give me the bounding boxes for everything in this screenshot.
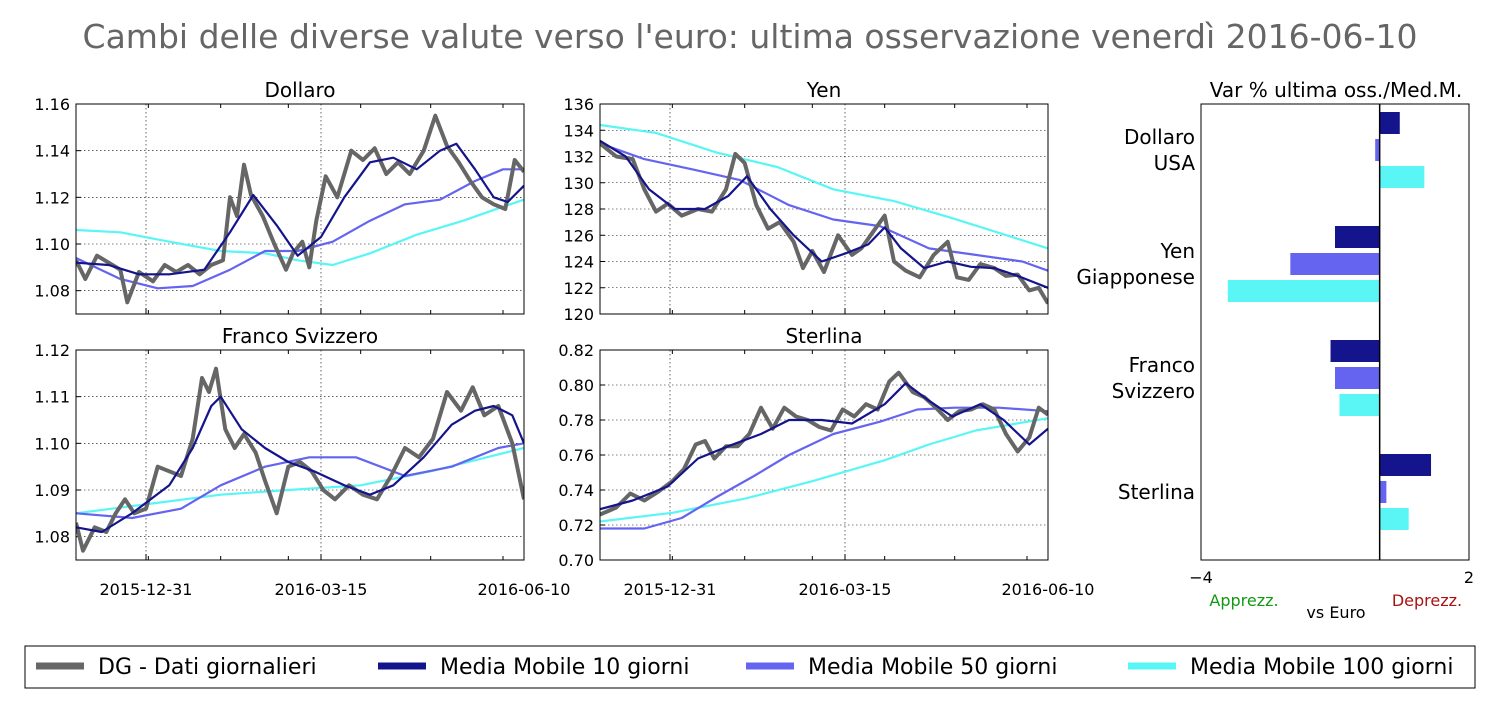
bar-mm100 <box>1339 394 1380 416</box>
bar-mm50 <box>1335 367 1380 389</box>
plot-frame <box>75 103 525 315</box>
series-line-mm50 <box>600 142 1048 272</box>
y-tick-label: 1.12 <box>34 341 70 360</box>
y-tick-label: 0.78 <box>558 411 594 430</box>
category-label: Sterlina <box>1118 480 1195 504</box>
series-line-dg <box>600 370 1048 517</box>
legend-label: Media Mobile 10 giorni <box>440 655 689 680</box>
bar-mm10 <box>1330 340 1380 362</box>
y-tick-label: 1.10 <box>34 434 70 453</box>
x-tick-label: 2016-06-10 <box>478 580 571 599</box>
x-axis-label: vs Euro <box>1306 603 1365 622</box>
y-tick-label: 1.16 <box>34 95 70 114</box>
legend-label: Media Mobile 100 giorni <box>1190 655 1453 680</box>
y-tick-label: 130 <box>563 174 594 193</box>
bar-mm10 <box>1379 112 1400 134</box>
y-tick-label: 1.09 <box>34 481 70 500</box>
panel-dollaro: Dollaro 1.08 1.10 1.12 1.14 1.16 <box>34 78 525 315</box>
series-line-mm50 <box>600 406 1048 530</box>
series-group <box>76 366 524 553</box>
series-line-dg <box>76 366 524 553</box>
panel-title: Var % ultima oss./Med.M. <box>1210 78 1462 102</box>
plot-frame <box>599 103 1049 315</box>
bar-mm10 <box>1335 226 1380 248</box>
legend-label: Media Mobile 50 giorni <box>808 655 1057 680</box>
y-tick-label: 1.08 <box>34 528 70 547</box>
x-tick-label: 2016-06-10 <box>1002 580 1095 599</box>
y-tick-label: 0.80 <box>558 376 594 395</box>
y-tick-label: 1.12 <box>34 188 70 207</box>
panel-sterlina: Sterlina 0.70 0.72 0.74 0.76 0.78 0.80 0.82 2015… <box>558 324 1094 599</box>
plot-frame <box>1200 103 1470 561</box>
series-line-mm10 <box>600 139 1048 289</box>
panel-yen: Yen 120 122 124 126 128 130 132 134 136 <box>563 78 1049 324</box>
legend: DG - Dati giornalieri Media Mobile 10 gio… <box>24 645 1476 689</box>
y-tick-label: 120 <box>563 305 594 324</box>
y-tick-label: 122 <box>563 279 594 298</box>
y-tick-label: 1.11 <box>34 388 70 407</box>
series-group <box>600 370 1048 530</box>
right-note: Deprezz. <box>1392 591 1462 610</box>
y-tick-label: 1.10 <box>34 235 70 254</box>
y-tick-label: 0.82 <box>558 341 594 360</box>
category-label: Franco <box>1129 353 1195 377</box>
panel-title: Sterlina <box>785 324 862 348</box>
y-tick-label: 0.72 <box>558 516 594 535</box>
plot-frame <box>599 349 1049 561</box>
series-line-mm10 <box>76 142 524 276</box>
y-tick-label: 0.74 <box>558 481 594 500</box>
category-label: Svizzero <box>1112 379 1195 403</box>
panel-title: Dollaro <box>264 78 335 102</box>
x-tick-label: 2015-12-31 <box>624 580 717 599</box>
category-label: USA <box>1154 151 1196 175</box>
series-group <box>600 123 1048 305</box>
series-group <box>76 113 524 305</box>
plot-frame <box>75 349 525 561</box>
x-tick-label: 2016-03-15 <box>799 580 892 599</box>
series-line-mm100 <box>76 446 524 515</box>
y-tick-label: 136 <box>563 95 594 114</box>
left-note: Apprezz. <box>1209 591 1278 610</box>
panels: Dollaro 1.08 1.10 1.12 1.14 1.16 Yen 120 122 124 1… <box>34 78 1474 622</box>
bar-mm100 <box>1227 280 1380 302</box>
series-line-mm100 <box>600 123 1048 250</box>
y-tick-label: 1.14 <box>34 142 70 161</box>
bar-mm50 <box>1379 481 1387 503</box>
y-tick-label: 1.08 <box>34 282 70 301</box>
bar-mm100 <box>1379 508 1409 530</box>
bar-mm10 <box>1379 454 1432 476</box>
panel-title: Yen <box>806 78 842 102</box>
y-tick-label: 0.70 <box>558 551 594 570</box>
category-label: Dollaro <box>1124 125 1195 149</box>
bar-mm100 <box>1379 166 1425 188</box>
y-tick-label: 132 <box>563 148 594 167</box>
bar-mm50 <box>1375 139 1380 161</box>
panel-franco: Franco Svizzero 1.08 1.09 1.10 1.11 1.12 2015-… <box>34 324 570 599</box>
series-line-mm10 <box>600 382 1048 511</box>
category-label: Yen <box>1159 239 1195 263</box>
x-tick-label: −4 <box>1189 568 1213 587</box>
series-line-mm100 <box>600 417 1048 523</box>
y-tick-label: 0.76 <box>558 446 594 465</box>
legend-label: DG - Dati giornalieri <box>98 655 317 680</box>
series-line-mm100 <box>76 198 524 267</box>
series-line-dg <box>600 141 1048 305</box>
y-tick-label: 126 <box>563 226 594 245</box>
figure-title: Cambi delle diverse valute verso l'euro:… <box>83 17 1418 56</box>
x-tick-label: 2015-12-31 <box>100 580 193 599</box>
x-tick-label: 2 <box>1464 568 1474 587</box>
y-tick-label: 134 <box>563 121 594 140</box>
bar-mm50 <box>1290 253 1380 275</box>
series-line-mm50 <box>76 168 524 290</box>
series-line-mm50 <box>76 442 524 520</box>
series-line-mm10 <box>76 395 524 534</box>
x-tick-label: 2016-03-15 <box>275 580 368 599</box>
y-tick-label: 124 <box>563 253 594 272</box>
series-line-dg <box>76 113 524 305</box>
panel-title: Franco Svizzero <box>222 324 378 348</box>
y-tick-label: 128 <box>563 200 594 219</box>
category-label: Giapponese <box>1076 265 1195 289</box>
